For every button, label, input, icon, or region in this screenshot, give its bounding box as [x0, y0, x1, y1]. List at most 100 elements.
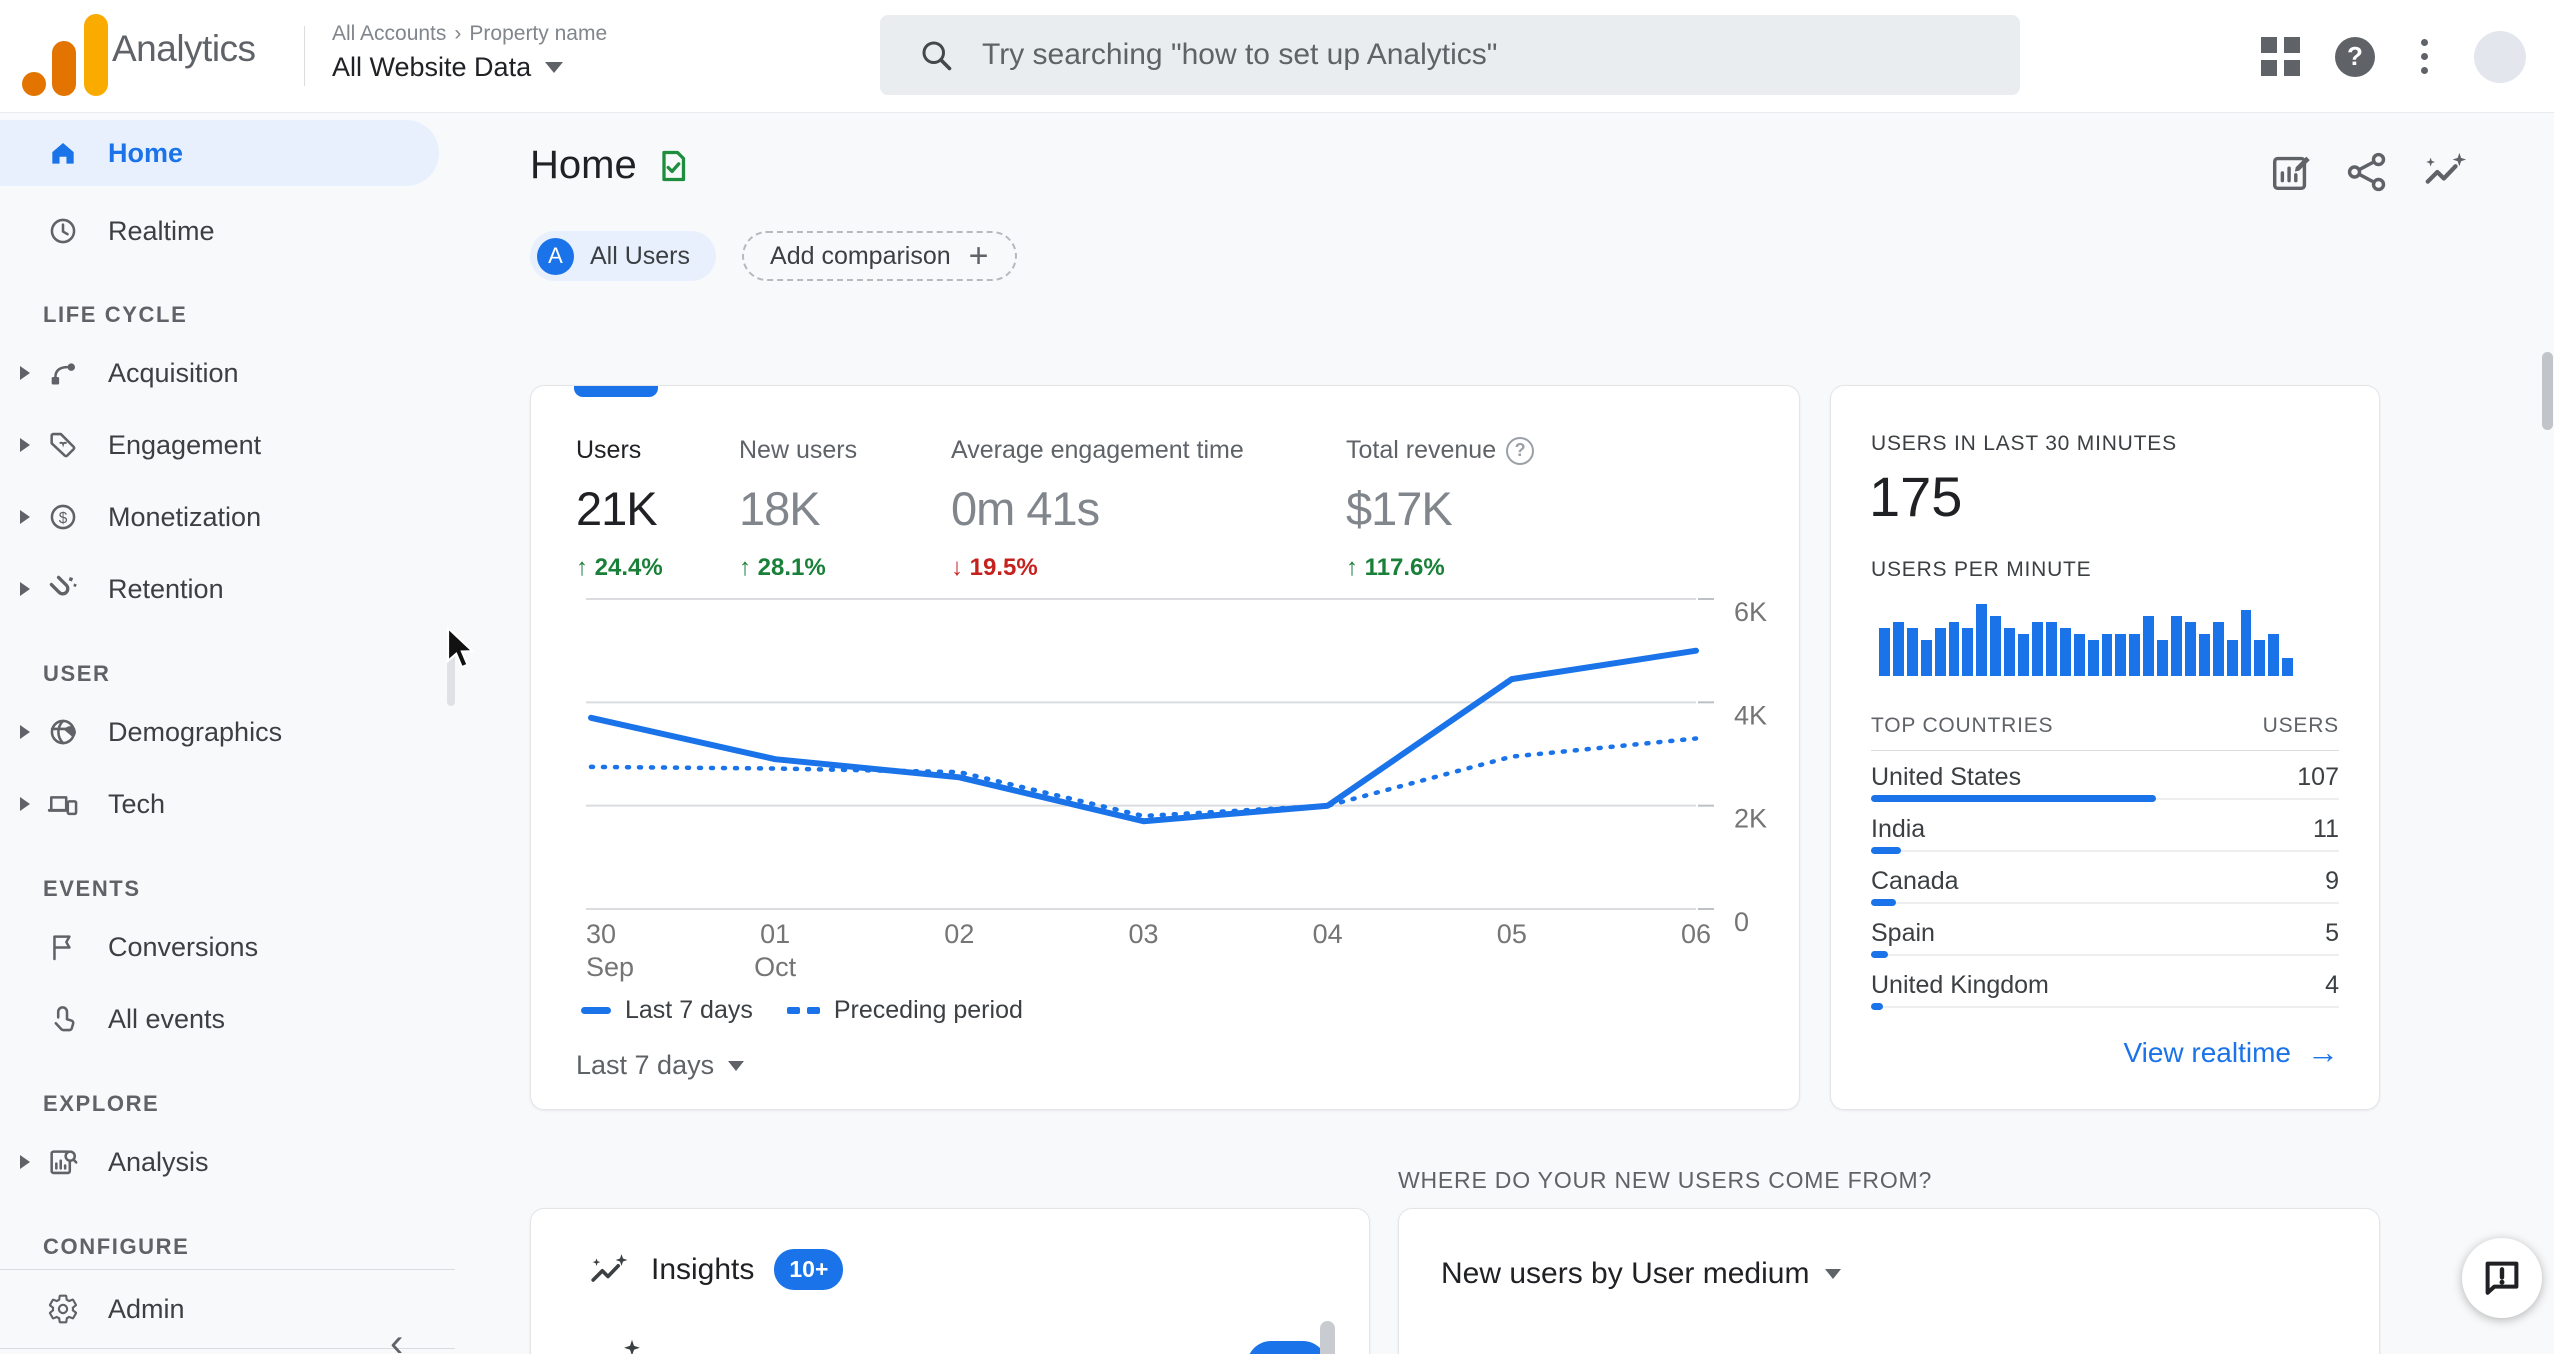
view-realtime-link[interactable]: View realtime →	[2123, 1034, 2339, 1070]
svg-text:Oct: Oct	[754, 952, 797, 982]
sidebar-item-label: All events	[108, 1003, 226, 1034]
minute-bar	[1934, 628, 1946, 676]
new-users-card: New users by User medium	[1398, 1208, 2380, 1354]
country-row-canada[interactable]: Canada 9	[1871, 858, 2339, 910]
metric-average-engagement-time[interactable]: Average engagement time 0m 41s ↓ 19.5%	[951, 436, 1244, 581]
insight-new-badge[interactable]	[1247, 1341, 1327, 1354]
insights-sparkline-icon[interactable]	[2420, 149, 2470, 195]
expand-icon[interactable]	[20, 1155, 30, 1169]
minute-bar	[1906, 628, 1918, 676]
sidebar-item-admin[interactable]: Admin	[0, 1270, 455, 1348]
country-row-united-kingdom[interactable]: United Kingdom 4	[1871, 962, 2339, 1014]
svg-text:30: 30	[586, 919, 616, 949]
share-icon[interactable]	[2344, 149, 2390, 195]
sidebar-item-label: Admin	[108, 1293, 185, 1324]
users-per-minute-chart[interactable]	[1879, 604, 2294, 676]
search-input[interactable]: Try searching "how to set up Analytics"	[880, 15, 2020, 95]
sidebar-section-user: USER	[43, 661, 111, 686]
solid-line-swatch	[581, 1007, 611, 1014]
apps-grid-icon[interactable]	[2261, 36, 2301, 77]
sidebar-item-analysis[interactable]: Analysis	[0, 1126, 455, 1198]
insights-card: Insights 10+	[530, 1208, 1370, 1354]
svg-text:03: 03	[1128, 919, 1158, 949]
minute-bar	[2018, 634, 2029, 676]
sidebar-item-home[interactable]: Home	[0, 120, 439, 186]
svg-text:06: 06	[1681, 919, 1711, 949]
expand-icon[interactable]	[20, 582, 30, 596]
customize-report-icon[interactable]	[2268, 149, 2314, 195]
sidebar-item-realtime[interactable]: Realtime	[0, 195, 455, 267]
minute-bar	[2171, 616, 2182, 676]
sidebar-nav: Home Realtime LIFE CYCLE Acquisition Engagem…	[0, 113, 455, 1354]
users-header: USERS	[2262, 714, 2339, 737]
svg-text:02: 02	[944, 919, 974, 949]
more-menu-icon[interactable]	[2409, 39, 2440, 74]
sidebar-item-label: Monetization	[108, 501, 262, 532]
svg-text:04: 04	[1313, 919, 1343, 949]
date-range-selector[interactable]: Last 7 days	[576, 1050, 745, 1081]
new-users-dimension-selector[interactable]: New users by User medium	[1441, 1257, 1842, 1291]
clock-icon	[50, 218, 76, 244]
expand-icon[interactable]	[20, 797, 30, 811]
svg-text:6K: 6K	[1734, 597, 1767, 627]
help-icon[interactable]: ?	[2335, 36, 2375, 77]
report-verified-icon	[662, 150, 685, 181]
expand-icon[interactable]	[20, 510, 30, 524]
sidebar-section-events: EVENTS	[43, 876, 141, 901]
arrow-right-icon: →	[2307, 1034, 2339, 1070]
expand-icon[interactable]	[20, 366, 30, 380]
sidebar-item-tech[interactable]: Tech	[0, 768, 455, 840]
sidebar-item-all-events[interactable]: All events	[0, 983, 455, 1055]
sidebar-item-acquisition[interactable]: Acquisition	[0, 337, 455, 409]
collapse-sidebar-icon[interactable]: ‹	[390, 1321, 404, 1354]
metric-total-revenue[interactable]: Total revenue? $17K ↑ 117.6%	[1346, 436, 1535, 582]
acquisition-icon	[51, 363, 75, 385]
sidebar-item-conversions[interactable]: Conversions	[0, 911, 455, 983]
all-users-chip[interactable]: A All Users	[530, 231, 717, 281]
analytics-logo-icon[interactable]	[22, 14, 112, 96]
country-users: 11	[2313, 815, 2339, 843]
monetization-icon: $	[50, 504, 76, 530]
page-scrollbar[interactable]	[2542, 352, 2553, 430]
main-content: Home A All Users Add comparis	[455, 113, 2554, 1354]
country-users: 107	[2297, 763, 2339, 791]
sidebar-section-life-cycle: LIFE CYCLE	[43, 302, 188, 327]
chevron-down-icon	[1825, 1269, 1842, 1279]
top-countries-header: TOP COUNTRIES	[1871, 714, 2054, 737]
sidebar-item-engagement[interactable]: Engagement	[0, 409, 455, 481]
country-row-spain[interactable]: Spain 5	[1871, 910, 2339, 962]
sidebar-scrollbar[interactable]	[447, 648, 455, 706]
add-comparison-button[interactable]: Add comparison +	[742, 231, 1017, 281]
expand-icon[interactable]	[20, 438, 30, 452]
sidebar-item-label: Demographics	[108, 716, 283, 747]
property-selector[interactable]: All Website Data	[332, 52, 564, 83]
minute-bar	[1892, 622, 1904, 676]
metric-users[interactable]: Users 21K ↑ 24.4%	[576, 436, 663, 581]
country-row-united-states[interactable]: United States 107	[1871, 754, 2339, 806]
sidebar-item-demographics[interactable]: Demographics	[0, 696, 455, 768]
expand-icon[interactable]	[20, 725, 30, 739]
tech-icon	[47, 796, 78, 816]
breadcrumb[interactable]: All Accounts › Property name	[332, 22, 608, 45]
sidebar-item-label: Retention	[108, 573, 224, 604]
insights-count-badge[interactable]: 10+	[774, 1249, 844, 1290]
chevron-down-icon	[545, 62, 564, 73]
avatar[interactable]	[2474, 30, 2526, 83]
metric-new-users[interactable]: New users 18K ↑ 28.1%	[739, 436, 858, 581]
minute-bar	[2212, 622, 2224, 676]
sidebar-item-retention[interactable]: Retention	[0, 553, 455, 625]
insights-scrollbar[interactable]	[1320, 1321, 1335, 1354]
country-name: Canada	[1871, 867, 1959, 895]
minute-bar	[2240, 610, 2252, 676]
country-row-india[interactable]: India 11	[1871, 806, 2339, 858]
help-tooltip-icon[interactable]: ?	[1506, 436, 1535, 465]
minute-bar	[1920, 640, 1932, 676]
minute-bar	[2198, 634, 2210, 676]
analysis-icon	[50, 1150, 78, 1175]
insights-icon	[591, 1253, 628, 1282]
divider	[304, 26, 305, 86]
country-name: United States	[1871, 763, 2022, 791]
sidebar-item-monetization[interactable]: $ Monetization	[0, 481, 455, 553]
feedback-chat-button[interactable]	[2462, 1238, 2542, 1318]
